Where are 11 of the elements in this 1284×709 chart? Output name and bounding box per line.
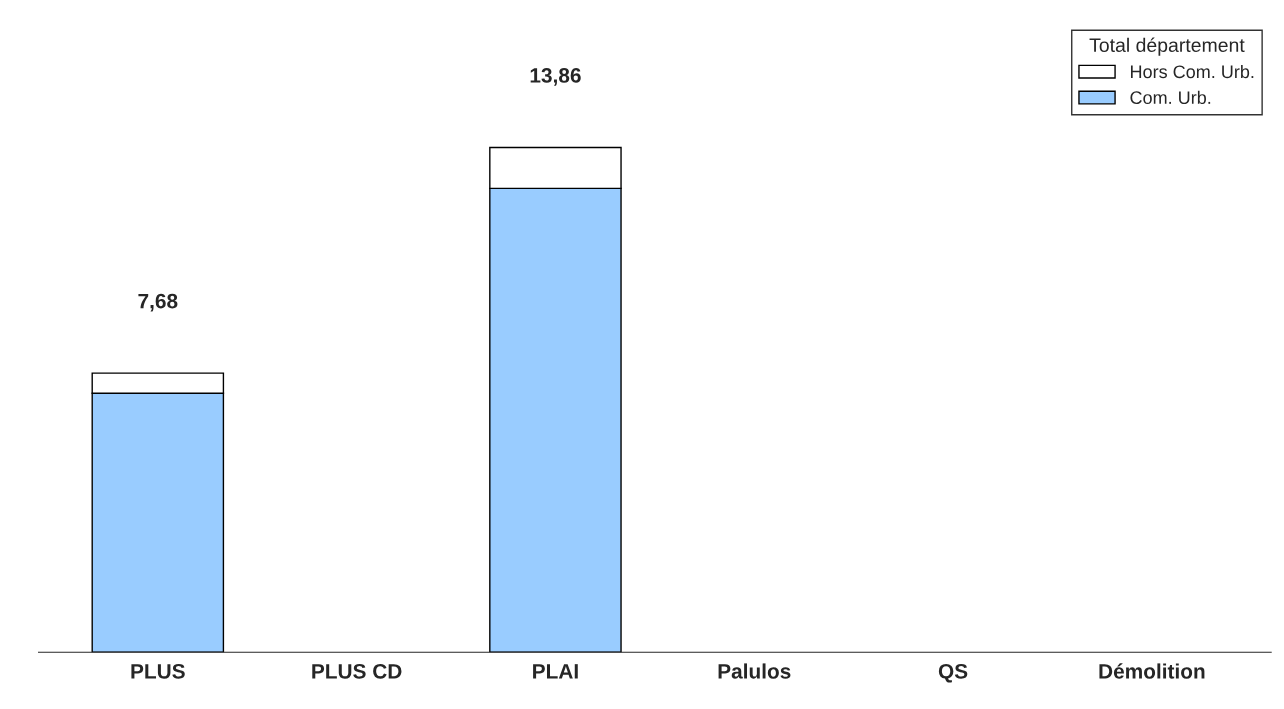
x-tick-label: PLAI [533, 664, 578, 679]
legend-label: Hors Com. Urb. [1131, 64, 1254, 79]
x-tick-label: PLUS [131, 663, 185, 679]
annotation: 13,86 [530, 68, 581, 86]
legend-label: Com. Urb. [1130, 90, 1211, 105]
x-tick-label: QS [938, 663, 968, 683]
x-tick-label: PLUS CD [312, 663, 402, 679]
annotation: 7,68 [138, 293, 178, 312]
legend-title: Total département [1089, 37, 1245, 56]
x-tick-label: Palulos [718, 663, 791, 679]
x-tick-label: Démolition [1099, 663, 1205, 679]
